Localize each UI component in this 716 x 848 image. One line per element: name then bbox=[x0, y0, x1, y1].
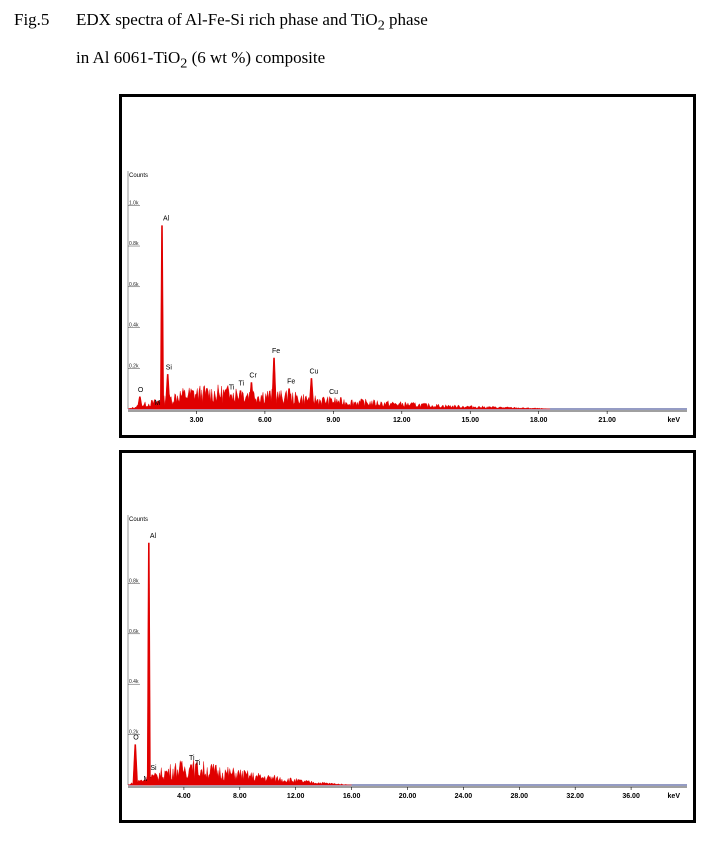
y-tick-label: 0.6k bbox=[129, 282, 139, 288]
x-tick-label: 3.00 bbox=[190, 417, 204, 424]
x-tick-label: 18.00 bbox=[530, 417, 548, 424]
x-tick-label: 32.00 bbox=[566, 793, 584, 800]
peak-label-si: Si bbox=[150, 765, 157, 772]
caption-tail-2: (6 wt %) composite bbox=[187, 48, 326, 67]
edx-spectrum-chart-1: Counts 1.0k 0.8k 0.6k 0.4k 0.2k 3.00 6.00 9.00 12… bbox=[127, 171, 687, 424]
x-tick-label: 28.00 bbox=[511, 793, 529, 800]
x-axis-label: keV bbox=[668, 417, 681, 424]
spectrum-background bbox=[127, 384, 551, 410]
peak-ti bbox=[228, 394, 234, 410]
edx-spectrum-al-fe-si-panel: Counts 1.0k 0.8k 0.6k 0.4k 0.2k 3.00 6.00 9.00 12… bbox=[119, 94, 696, 438]
peak-label-o: O bbox=[133, 735, 139, 742]
peak-label-fe: Fe bbox=[287, 379, 295, 386]
peak-label-al: Al bbox=[163, 216, 170, 223]
y-tick-label: 0.2k bbox=[129, 730, 139, 736]
x-tick-label: 15.00 bbox=[461, 417, 479, 424]
peak-label-ti: Ti bbox=[238, 381, 244, 388]
y-tick-label: 0.6k bbox=[129, 629, 139, 635]
x-tick-label: 16.00 bbox=[343, 793, 361, 800]
peak-label-ti: Ti bbox=[229, 385, 235, 392]
x-tick-label: 12.00 bbox=[393, 417, 411, 424]
figure-caption-line-1: Fig.5 EDX spectra of Al-Fe-Si rich phase … bbox=[14, 10, 428, 34]
y-tick-label: 0.2k bbox=[129, 363, 139, 369]
figure-caption-line-2: in Al 6061-TiO2 (6 wt %) composite bbox=[76, 48, 325, 72]
y-axis-label: Counts bbox=[129, 517, 148, 523]
peak-o bbox=[136, 396, 143, 410]
peak-label-si: Si bbox=[166, 364, 173, 371]
peak-cu bbox=[328, 398, 334, 410]
peak-fe bbox=[286, 388, 292, 410]
x-axis-label: keV bbox=[668, 793, 681, 800]
peak-label-o: O bbox=[138, 387, 144, 394]
peak-label-cu: Cu bbox=[329, 389, 338, 396]
peak-label-fe: Fe bbox=[272, 348, 280, 355]
x-tick-label: 6.00 bbox=[258, 417, 272, 424]
caption-text-1: EDX spectra of Al-Fe-Si rich phase and T… bbox=[76, 10, 378, 29]
peak-si bbox=[164, 374, 171, 410]
peak-label-ti: Ti bbox=[189, 755, 195, 762]
peak-label-al: Al bbox=[150, 533, 157, 540]
peak-mg bbox=[142, 779, 149, 786]
caption-subscript-1: 2 bbox=[377, 17, 385, 34]
y-axis-label: Counts bbox=[129, 173, 148, 179]
figure-label: Fig.5 bbox=[14, 10, 50, 29]
peak-label-cr: Cr bbox=[249, 373, 257, 380]
peak-cr bbox=[248, 382, 255, 410]
y-tick-label: 0.4k bbox=[129, 679, 139, 685]
y-tick-label: 0.8k bbox=[129, 578, 139, 584]
x-tick-label: 9.00 bbox=[327, 417, 341, 424]
peak-label-cu: Cu bbox=[309, 368, 318, 375]
y-tick-label: 0.8k bbox=[129, 241, 139, 247]
peak-label-ti: Ti bbox=[195, 760, 201, 767]
caption-text-2: in Al 6061-TiO bbox=[76, 48, 181, 67]
spectrum-background bbox=[127, 759, 352, 786]
peak-mg bbox=[153, 404, 160, 410]
edx-spectrum-chart-2: Counts 0.8k 0.6k 0.4k 0.2k 4.00 8.00 12.00 16.00… bbox=[127, 515, 687, 800]
peak-fe bbox=[271, 357, 277, 410]
x-tick-label: 20.00 bbox=[399, 793, 417, 800]
peak-o bbox=[132, 744, 139, 786]
peak-ti bbox=[194, 769, 200, 786]
edx-spectrum-tio2-panel: Counts 0.8k 0.6k 0.4k 0.2k 4.00 8.00 12.00 16.00… bbox=[119, 450, 696, 823]
peak-cu bbox=[308, 378, 315, 410]
x-tick-label: 8.00 bbox=[233, 793, 247, 800]
y-tick-label: 0.4k bbox=[129, 323, 139, 329]
peak-si bbox=[149, 774, 156, 786]
peak-ti bbox=[237, 390, 244, 410]
x-tick-label: 4.00 bbox=[177, 793, 191, 800]
caption-subscript-2: 2 bbox=[180, 55, 188, 72]
peak-label-mg: Mg bbox=[155, 400, 165, 407]
peak-ti bbox=[188, 764, 194, 786]
x-tick-label: 24.00 bbox=[455, 793, 473, 800]
x-tick-label: 12.00 bbox=[287, 793, 305, 800]
y-tick-label: 1.0k bbox=[129, 200, 139, 206]
peak-al bbox=[159, 225, 164, 410]
x-tick-label: 21.00 bbox=[598, 417, 616, 424]
caption-tail-1: phase bbox=[384, 10, 428, 29]
peak-al bbox=[146, 542, 151, 786]
x-tick-label: 36.00 bbox=[622, 793, 640, 800]
